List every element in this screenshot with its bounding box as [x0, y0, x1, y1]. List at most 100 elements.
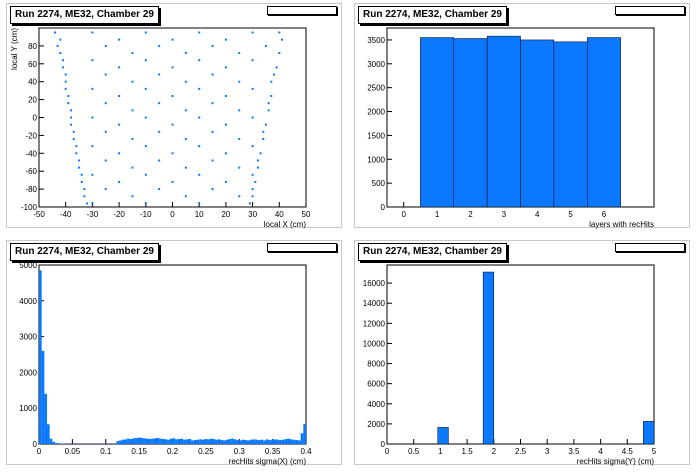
- hit-point: [104, 188, 107, 191]
- y-tick-label: 1500: [367, 131, 385, 140]
- hit-point: [72, 137, 75, 140]
- bar: [55, 442, 58, 444]
- y-tick-label: 5000: [19, 261, 37, 270]
- bar: [39, 270, 42, 444]
- hit-point: [144, 31, 147, 34]
- bar: [249, 439, 253, 444]
- hit-point: [62, 59, 65, 62]
- hit-point: [211, 130, 214, 133]
- bar: [287, 438, 290, 444]
- hit-point: [144, 59, 147, 62]
- hit-point: [75, 145, 78, 148]
- bar: [281, 439, 285, 444]
- bar: [57, 443, 61, 444]
- pad-layers: 0 1 2 3 4 5 6 0 500 1000 1500 2000 2500 3000 3500 layer…: [354, 3, 690, 229]
- y-tick-label: 2000: [367, 108, 385, 117]
- x-tick-label: 2: [492, 447, 497, 456]
- bar: [289, 439, 293, 444]
- y-tick-label: 2000: [19, 368, 37, 377]
- hit-point: [83, 195, 86, 198]
- x-tick-label: 3: [502, 210, 507, 219]
- hit-point: [184, 52, 187, 55]
- x-tick-label: 2.5: [515, 447, 527, 456]
- bar: [172, 438, 176, 444]
- hit-point: [118, 123, 121, 126]
- bar: [121, 439, 125, 444]
- hit-point: [224, 123, 227, 126]
- bar: [482, 271, 495, 445]
- hit-point: [224, 152, 227, 155]
- bar: [44, 393, 48, 444]
- stats-box: [267, 6, 337, 15]
- y-tick-label: 16000: [363, 279, 386, 288]
- hit-point: [72, 130, 75, 133]
- chart-title: Run 2274, ME32, Chamber 29: [358, 243, 507, 261]
- hit-point: [64, 80, 67, 83]
- hit-point: [131, 137, 134, 140]
- x-tick-label: 3.5: [568, 447, 580, 456]
- hit-point: [158, 159, 161, 162]
- hit-point: [131, 195, 134, 198]
- hit-point: [238, 109, 241, 112]
- bar: [183, 439, 186, 444]
- bar: [257, 440, 261, 444]
- hit-point: [211, 188, 214, 191]
- hit-point: [80, 173, 83, 176]
- x-tick-label: 5: [652, 447, 657, 456]
- bar: [153, 438, 157, 444]
- y-tick-label: 8000: [367, 360, 385, 369]
- x-tick-label: 0.5: [408, 447, 420, 456]
- bar: [148, 438, 152, 444]
- chart-sigma-y: 0 0.5 1 1.5 2 2.5 3 3.5 4 4.5 5 0 2000 4000 6000 8000 10…: [363, 264, 657, 466]
- x-tick-label: -50: [33, 210, 45, 219]
- bar: [220, 440, 224, 444]
- y-tick-label: 0: [381, 440, 386, 449]
- hit-point: [54, 31, 57, 34]
- hit-point: [259, 152, 262, 155]
- hit-point: [272, 73, 275, 76]
- hit-point: [254, 180, 257, 183]
- hit-point: [144, 145, 147, 148]
- bar: [145, 438, 149, 444]
- x-tick-label: -40: [60, 210, 72, 219]
- x-axis-label: recHits sigma(Y) (cm): [577, 457, 655, 466]
- hit-point: [262, 130, 265, 133]
- bar: [159, 438, 162, 444]
- y-tick-label: 60: [28, 60, 37, 69]
- hit-point: [224, 180, 227, 183]
- bar: [137, 437, 141, 444]
- x-axis-label: local X (cm): [264, 220, 307, 229]
- x-tick-label: 5: [568, 210, 573, 219]
- hit-point: [198, 145, 201, 148]
- bar: [244, 440, 248, 444]
- x-tick-label: 0.35: [265, 447, 281, 456]
- hit-point: [59, 38, 62, 41]
- bar: [127, 438, 130, 444]
- bar: [193, 440, 197, 444]
- x-tick-label: 0.4: [300, 447, 312, 456]
- hit-point: [131, 52, 134, 55]
- x-tick-label: 0.3: [234, 447, 246, 456]
- hit-point: [171, 152, 174, 155]
- hit-point: [184, 80, 187, 83]
- bar: [228, 438, 232, 444]
- bar: [279, 440, 282, 444]
- x-tick-label: 0.05: [65, 447, 81, 456]
- pad-sigma-x: 0 0.05 0.1 0.15 0.2 0.25 0.3 0.35 0.4 0 1000 2000 30…: [6, 240, 342, 466]
- hit-point: [91, 87, 94, 90]
- hit-point: [224, 66, 227, 69]
- bar: [199, 439, 202, 444]
- hit-point: [198, 116, 201, 119]
- bar: [47, 424, 50, 444]
- hit-point: [70, 123, 73, 126]
- bar: [169, 438, 173, 444]
- x-axis-label: layers with recHits: [589, 220, 654, 229]
- bar: [151, 438, 154, 444]
- hit-point: [251, 173, 254, 176]
- bar: [247, 440, 250, 444]
- hit-point: [118, 38, 121, 41]
- bar: [260, 439, 264, 444]
- hit-point: [78, 166, 81, 169]
- hit-point: [278, 31, 281, 34]
- bar: [273, 439, 277, 444]
